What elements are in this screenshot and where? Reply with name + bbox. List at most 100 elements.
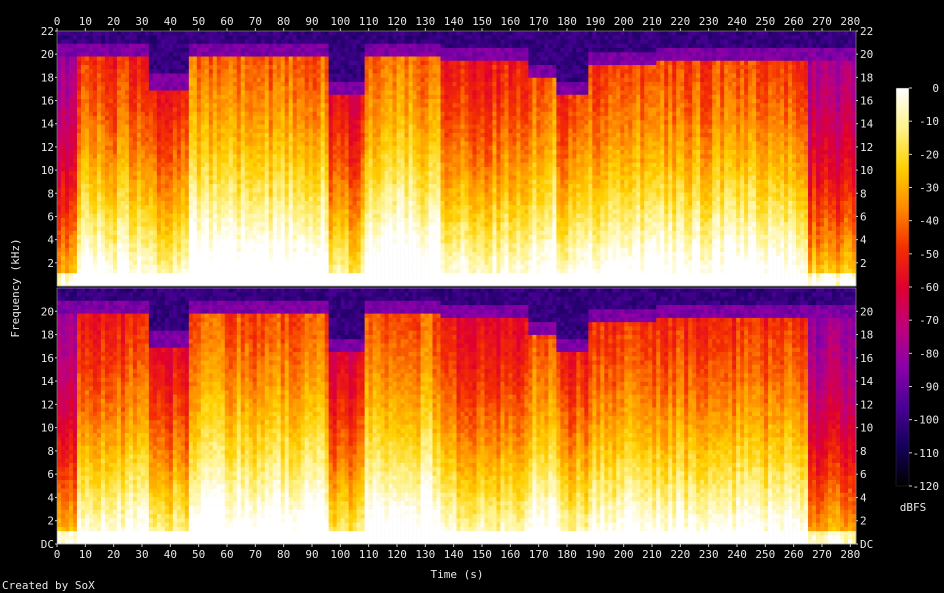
spectrogram-cell [249, 142, 253, 147]
spectrogram-cell [165, 150, 169, 155]
spectrogram-cell [253, 146, 257, 151]
spectrogram-cell [81, 142, 85, 147]
spectrogram-cell [173, 252, 177, 257]
spectrogram-cell [257, 112, 261, 117]
spectrogram-cell [213, 244, 217, 249]
spectrogram-cell [201, 256, 205, 261]
spectrogram-cell [81, 133, 85, 138]
spectrogram-cell [229, 248, 233, 253]
spectrogram-cell [145, 214, 149, 219]
spectrogram-cell [213, 82, 217, 87]
spectrogram-cell [89, 273, 93, 278]
spectrogram-cell [153, 82, 157, 87]
spectrogram-cell [305, 197, 309, 202]
spectrogram-cell [129, 44, 133, 49]
spectrogram-cell [349, 159, 353, 164]
spectrogram-cell [321, 57, 325, 62]
spectrogram-cell [309, 222, 313, 227]
spectrogram-cell [381, 193, 385, 198]
spectrogram-cell [233, 205, 237, 210]
spectrogram-cell [93, 133, 97, 138]
spectrogram-cell [341, 129, 345, 134]
spectrogram-cell [333, 103, 337, 108]
spectrogram-cell [201, 61, 205, 66]
spectrogram-cell [105, 248, 109, 253]
spectrogram-cell [381, 273, 385, 278]
spectrogram-cell [173, 61, 177, 66]
spectrogram-cell [105, 61, 109, 66]
spectrogram-cell [205, 282, 209, 287]
spectrogram-cell [289, 125, 293, 130]
spectrogram-cell [377, 129, 381, 134]
spectrogram-cell [129, 129, 133, 134]
spectrogram-cell [57, 205, 61, 210]
spectrogram-cell [209, 116, 213, 121]
spectrogram-cell [153, 150, 157, 155]
spectrogram-cell [109, 61, 113, 66]
spectrogram-cell [181, 69, 185, 74]
spectrogram-cell [57, 180, 61, 185]
spectrogram-cell [141, 171, 145, 176]
spectrogram-cell [157, 261, 161, 266]
spectrogram-cell [265, 146, 269, 151]
spectrogram-cell [229, 133, 233, 138]
spectrogram-cell [97, 256, 101, 261]
spectrogram-cell [221, 65, 225, 70]
spectrogram-cell [277, 108, 281, 113]
spectrogram-cell [169, 82, 173, 87]
spectrogram-cell [261, 137, 265, 142]
spectrogram-cell [273, 265, 277, 270]
spectrogram-cell [389, 57, 393, 62]
spectrogram-cell [345, 137, 349, 142]
spectrogram-cell [245, 146, 249, 151]
spectrogram-cell [373, 86, 377, 91]
spectrogram-cell [237, 129, 241, 134]
spectrogram-cell [157, 108, 161, 113]
spectrogram-cell [201, 235, 205, 240]
spectrogram-cell [149, 180, 153, 185]
spectrogram-cell [189, 197, 193, 202]
spectrogram-cell [249, 227, 253, 232]
spectrogram-cell [149, 261, 153, 266]
spectrogram-cell [125, 282, 129, 287]
spectrogram-cell [241, 159, 245, 164]
spectrogram-cell [229, 116, 233, 121]
spectrogram-cell [157, 95, 161, 100]
spectrogram-cell [153, 218, 157, 223]
spectrogram-cell [61, 184, 65, 189]
spectrogram-cell [357, 78, 361, 83]
spectrogram-cell [253, 197, 257, 202]
spectrogram-cell [193, 171, 197, 176]
spectrogram-cell [185, 273, 189, 278]
spectrogram-cell [225, 116, 229, 121]
spectrogram-cell [197, 227, 201, 232]
spectrogram-cell [253, 282, 257, 287]
spectrogram-cell [309, 184, 313, 189]
spectrogram-cell [225, 61, 229, 66]
spectrogram-cell [69, 133, 73, 138]
spectrogram-cell [169, 235, 173, 240]
spectrogram-cell [169, 35, 173, 40]
spectrogram-cell [341, 159, 345, 164]
spectrogram-cell [301, 214, 305, 219]
spectrogram-cell [373, 108, 377, 113]
spectrogram-cell [241, 99, 245, 104]
spectrogram-cell [301, 252, 305, 257]
spectrogram-cell [257, 235, 261, 240]
spectrogram-cell [121, 176, 125, 181]
spectrogram-cell [153, 269, 157, 274]
spectrogram-cell [229, 239, 233, 244]
spectrogram-cell [281, 269, 285, 274]
spectrogram-cell [93, 146, 97, 151]
spectrogram-cell [289, 188, 293, 193]
spectrogram-cell [345, 252, 349, 257]
spectrogram-cell [265, 201, 269, 206]
spectrogram-cell [293, 31, 297, 36]
spectrogram-cell [149, 61, 153, 66]
spectrogram-cell [169, 282, 173, 287]
spectrogram-cell [289, 31, 293, 36]
spectrogram-cell [97, 120, 101, 125]
spectrogram-cell [73, 188, 77, 193]
spectrogram-cell [209, 137, 213, 142]
spectrogram-cell [157, 61, 161, 66]
